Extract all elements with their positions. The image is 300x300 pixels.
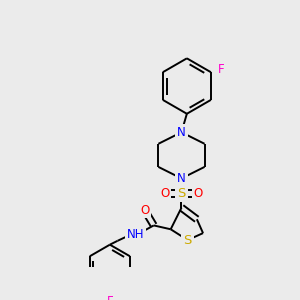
- Text: O: O: [160, 187, 169, 200]
- Text: N: N: [177, 172, 186, 185]
- Text: NH: NH: [127, 228, 144, 241]
- Text: S: S: [183, 233, 192, 247]
- Text: N: N: [177, 126, 186, 139]
- Text: O: O: [140, 203, 149, 217]
- Text: S: S: [177, 187, 186, 200]
- Text: O: O: [194, 187, 203, 200]
- Text: F: F: [218, 63, 225, 76]
- Text: F: F: [106, 295, 113, 300]
